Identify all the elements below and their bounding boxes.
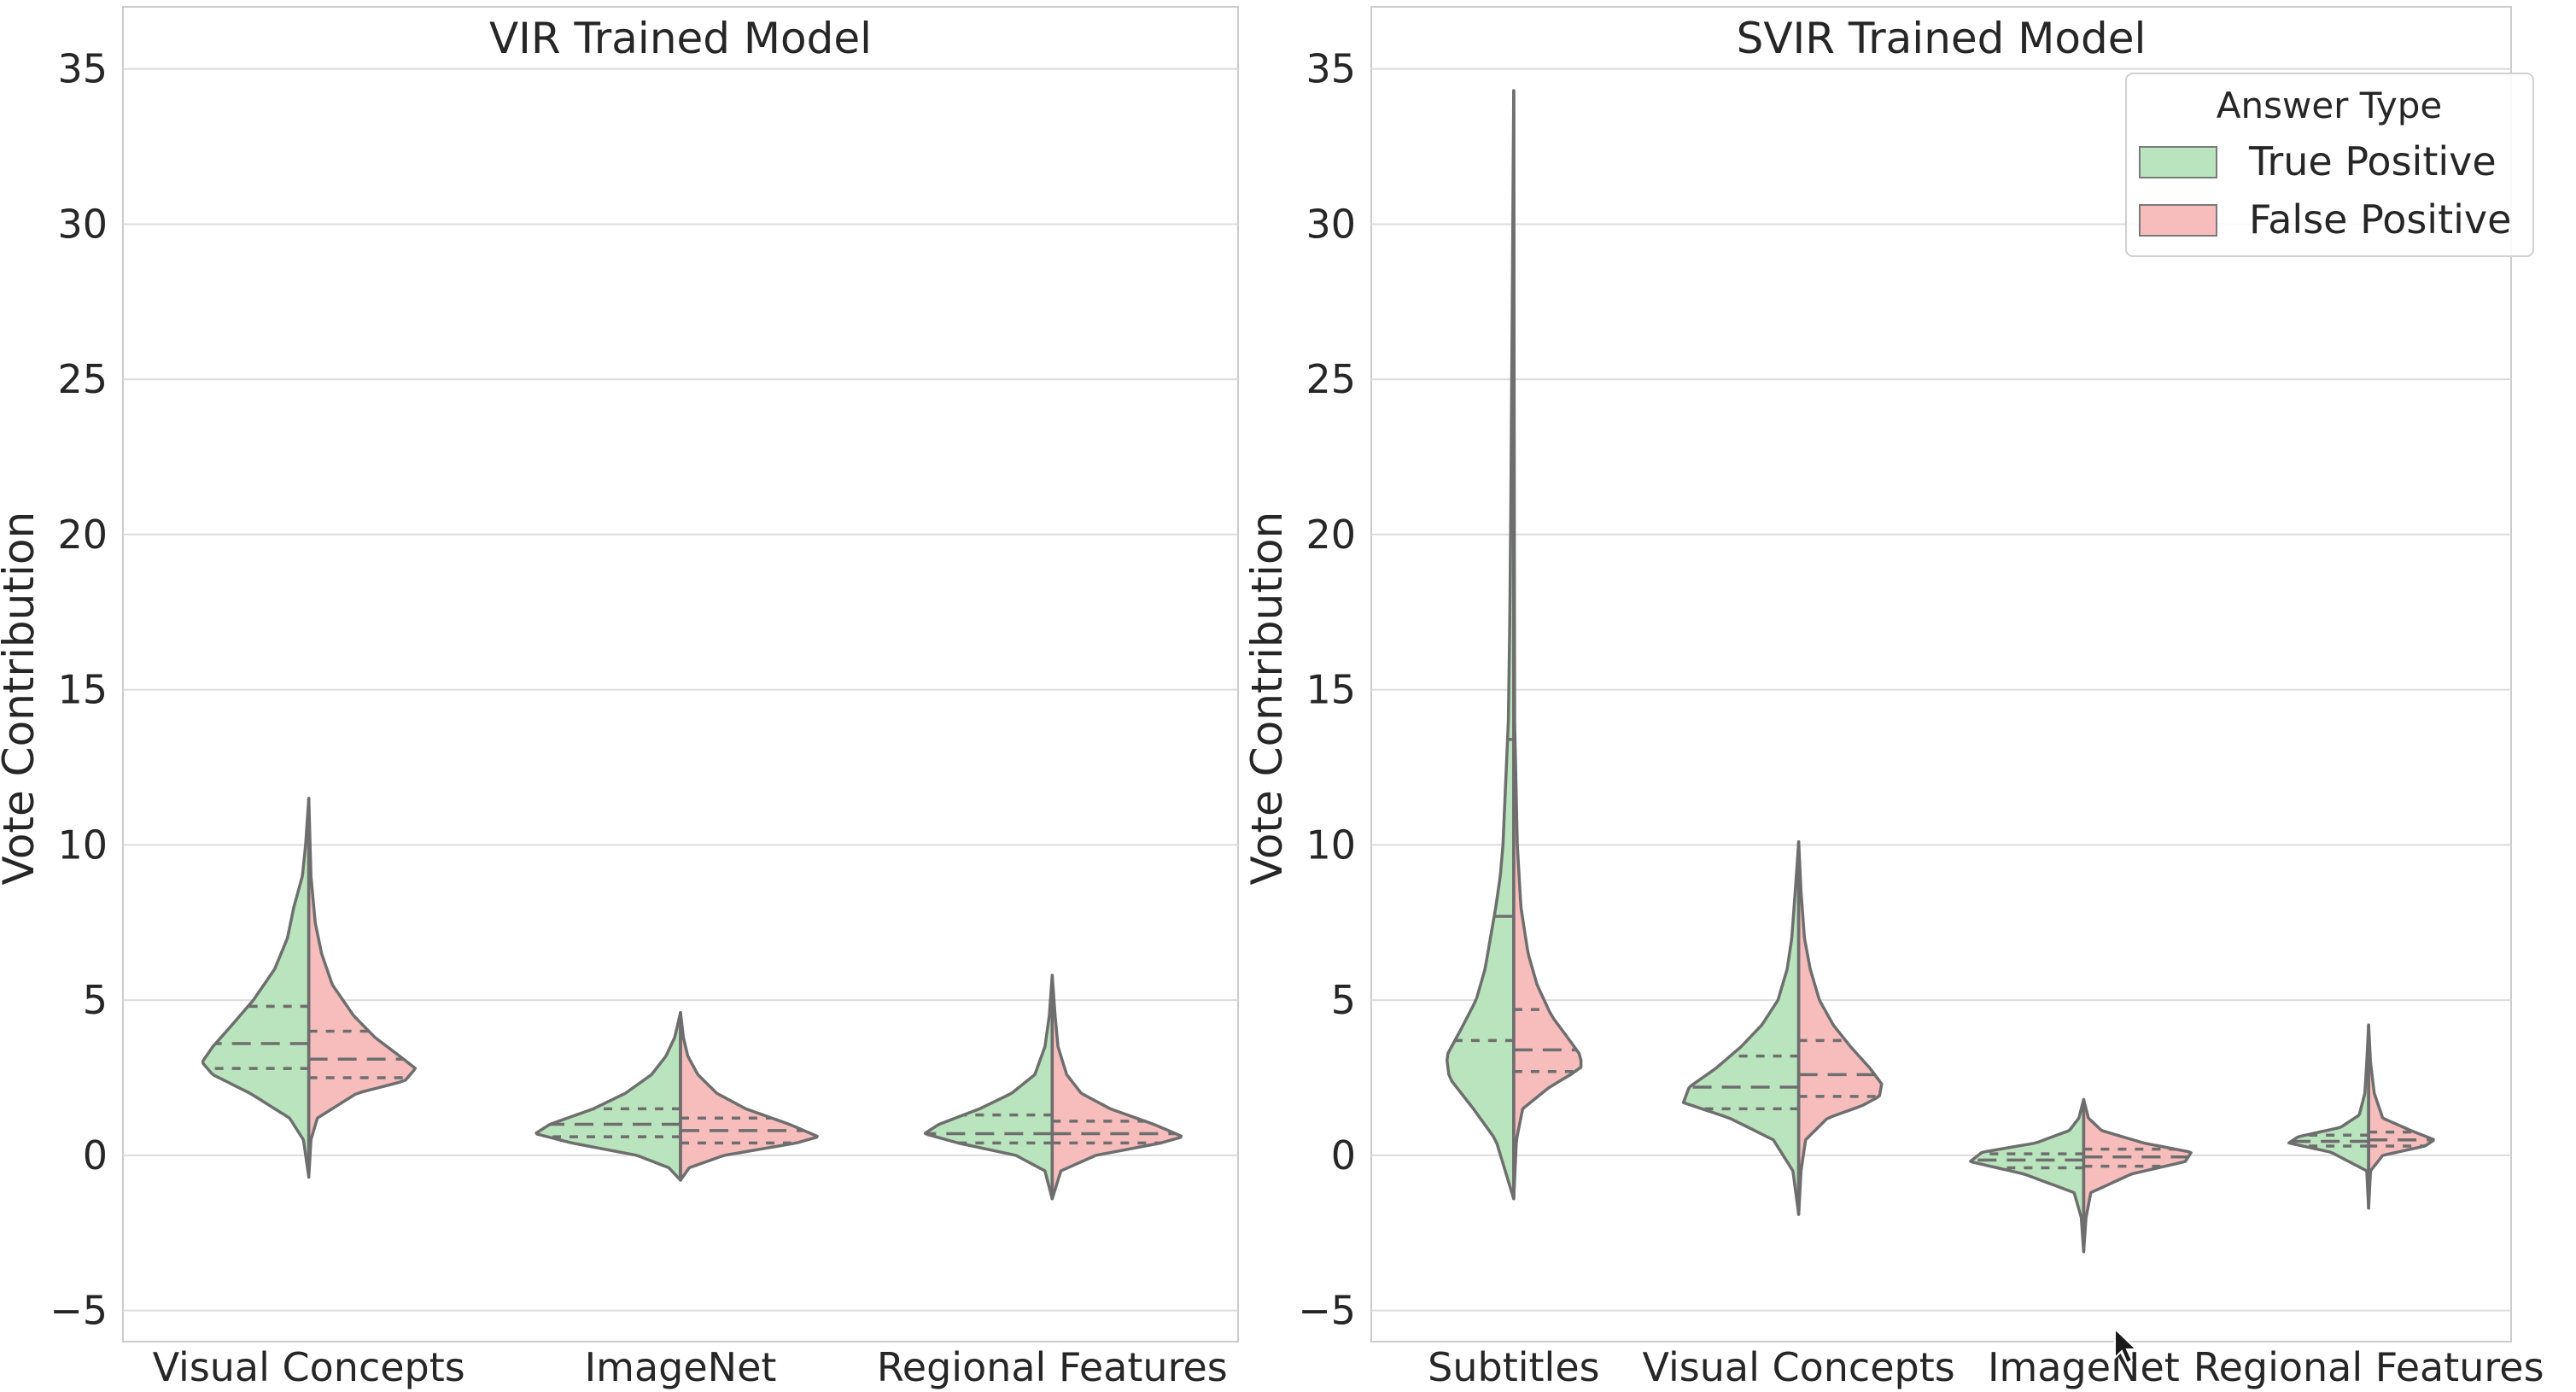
y-tick-label: 35 <box>57 46 108 92</box>
x-tick-label: Regional Features <box>877 1344 1228 1390</box>
y-tick-label: 25 <box>57 356 108 402</box>
y-tick-label: 5 <box>1331 977 1356 1023</box>
violin-half-true-positive <box>923 974 1054 1201</box>
violin-half-true-positive <box>1969 1097 2086 1254</box>
violin-half-false-positive <box>1050 974 1183 1201</box>
mouse-cursor-icon <box>2114 1326 2139 1365</box>
y-tick-label: 0 <box>1331 1132 1356 1179</box>
violins-svir <box>1445 89 2435 1254</box>
y-tick-labels: −5 0 5 10 15 20 25 30 35 <box>1298 46 1356 1334</box>
y-tick-label: 15 <box>57 667 108 713</box>
violin-half-true-positive <box>1681 840 1801 1216</box>
violin-half-false-positive <box>2082 1097 2193 1254</box>
chart-title-svir: SVIR Trained Model <box>1737 14 2147 63</box>
x-tick-labels: Visual Concepts ImageNet Regional Features <box>153 1344 1228 1390</box>
legend-swatch-true-positive <box>2139 146 2217 178</box>
x-tick-label: Subtitles <box>1428 1344 1599 1390</box>
chart-title-vir: VIR Trained Model <box>489 14 872 63</box>
y-tick-labels: −5 0 5 10 15 20 25 30 35 <box>50 46 108 1334</box>
y-tick-label: 20 <box>57 512 108 558</box>
legend-label-true-positive: True Positive <box>2248 138 2497 184</box>
x-tick-label: Visual Concepts <box>153 1344 465 1390</box>
y-tick-label: 35 <box>1306 46 1356 92</box>
legend-title: Answer Type <box>2217 85 2443 126</box>
y-tick-label: 10 <box>1306 822 1356 868</box>
y-tick-label: 15 <box>1306 667 1356 713</box>
y-tick-label: 20 <box>1306 512 1356 558</box>
y-tick-label: 0 <box>83 1132 108 1179</box>
panel-svir: −5 0 5 10 15 20 25 30 35 Subtitles Visual Concept… <box>1242 6 2544 1390</box>
x-tick-label: ImageNet <box>585 1344 777 1390</box>
y-tick-label: 30 <box>1306 201 1356 247</box>
y-tick-label: −5 <box>50 1288 108 1334</box>
legend-box <box>2125 73 2534 257</box>
y-tick-label: 30 <box>57 201 108 247</box>
violin-half-false-positive <box>1796 840 1884 1216</box>
y-axis-label-svir: Vote Contribution <box>1242 512 1292 886</box>
x-tick-labels: Subtitles Visual Concepts ImageNet Regional… <box>1428 1344 2544 1390</box>
legend-swatch-false-positive <box>2139 204 2217 237</box>
x-tick-label: Regional Features <box>2193 1344 2544 1390</box>
x-tick-label: Visual Concepts <box>1643 1344 1955 1390</box>
violin-half-false-positive <box>307 797 418 1179</box>
violins-vir <box>201 797 1183 1201</box>
y-tick-label: 5 <box>83 977 108 1023</box>
y-tick-label: −5 <box>1298 1288 1356 1334</box>
y-tick-label: 25 <box>1306 356 1356 402</box>
legend: Answer Type True Positive False Positive <box>2125 73 2534 257</box>
violin-half-true-positive <box>201 797 311 1179</box>
y-tick-label: 10 <box>57 822 108 868</box>
x-tick-label: ImageNet <box>1988 1344 2180 1390</box>
violin-half-false-positive <box>679 1010 819 1182</box>
violin-half-true-positive <box>534 1010 682 1182</box>
legend-label-false-positive: False Positive <box>2249 196 2511 243</box>
panel-vir: −5 0 5 10 15 20 25 30 35 Visual Concepts ImageNet… <box>0 6 1239 1390</box>
y-axis-label-vir: Vote Contribution <box>0 512 44 886</box>
